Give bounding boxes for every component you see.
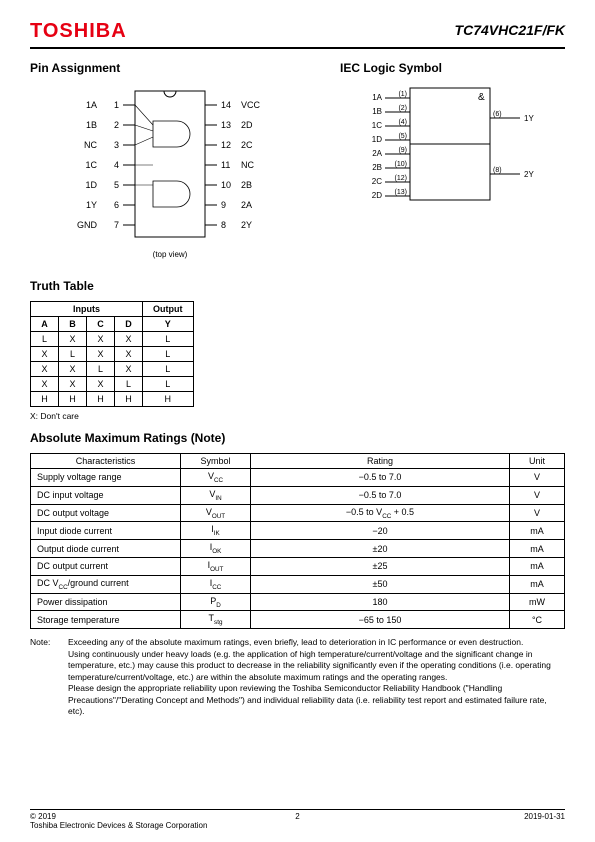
svg-text:(13): (13) bbox=[395, 189, 407, 196]
svg-text:11: 11 bbox=[221, 160, 230, 170]
svg-text:(9): (9) bbox=[398, 147, 407, 154]
pin-diagram: 1 1A 2 1B 3 NC 4 1C 5 1D 6 1Y 7 GND 14 VCC 13 2D 12 2C 11 NC 1… bbox=[65, 83, 275, 248]
svg-text:2Y: 2Y bbox=[241, 220, 252, 230]
svg-text:(6): (6) bbox=[493, 111, 502, 118]
svg-text:(1): (1) bbox=[398, 91, 407, 98]
svg-text:6: 6 bbox=[114, 200, 119, 210]
toshiba-logo: TOSHIBA bbox=[30, 20, 127, 43]
svg-text:1C: 1C bbox=[372, 121, 382, 130]
pin-assignment-title: Pin Assignment bbox=[30, 61, 310, 75]
svg-text:(8): (8) bbox=[493, 167, 502, 174]
svg-text:2A: 2A bbox=[372, 149, 382, 158]
iec-title: IEC Logic Symbol bbox=[340, 61, 570, 75]
svg-text:1Y: 1Y bbox=[524, 114, 534, 123]
svg-text:10: 10 bbox=[221, 180, 231, 190]
svg-text:2C: 2C bbox=[372, 177, 382, 186]
svg-text:2D: 2D bbox=[372, 191, 382, 200]
pin-assignment-section: Pin Assignment 1 1A 2 1B 3 NC 4 1C 5 1D 6 1Y 7 GND 14 V… bbox=[30, 61, 310, 259]
svg-text:(12): (12) bbox=[395, 175, 407, 182]
svg-text:1B: 1B bbox=[86, 120, 97, 130]
ratings-title: Absolute Maximum Ratings (Note) bbox=[30, 431, 565, 445]
footer-copyright: © 2019 Toshiba Electronic Devices & Stor… bbox=[30, 812, 207, 830]
svg-text:1B: 1B bbox=[372, 107, 382, 116]
svg-text:1D: 1D bbox=[372, 135, 382, 144]
page-footer: © 2019 Toshiba Electronic Devices & Stor… bbox=[30, 809, 565, 830]
svg-text:4: 4 bbox=[114, 160, 119, 170]
svg-text:VCC: VCC bbox=[241, 100, 261, 110]
svg-text:&: & bbox=[478, 92, 485, 103]
footer-date: 2019-01-31 bbox=[524, 812, 565, 830]
svg-text:2: 2 bbox=[114, 120, 119, 130]
svg-text:2C: 2C bbox=[241, 140, 253, 150]
note-text: Exceeding any of the absolute maximum ra… bbox=[68, 637, 565, 717]
truth-note: X: Don't care bbox=[30, 411, 565, 421]
svg-text:GND: GND bbox=[77, 220, 98, 230]
svg-text:2B: 2B bbox=[372, 163, 382, 172]
svg-text:2Y: 2Y bbox=[524, 170, 534, 179]
svg-text:NC: NC bbox=[241, 160, 254, 170]
svg-text:5: 5 bbox=[114, 180, 119, 190]
iec-section: IEC Logic Symbol & (1) 1A (2) 1B (4) 1C (5) 1D (9… bbox=[340, 61, 570, 259]
svg-text:2B: 2B bbox=[241, 180, 252, 190]
part-number: TC74VHC21F/FK bbox=[455, 22, 565, 38]
svg-text:1D: 1D bbox=[85, 180, 97, 190]
page-header: TOSHIBA TC74VHC21F/FK bbox=[30, 20, 565, 49]
svg-text:(5): (5) bbox=[398, 133, 407, 140]
svg-text:3: 3 bbox=[114, 140, 119, 150]
ratings-table: CharacteristicsSymbolRatingUnitSupply vo… bbox=[30, 453, 565, 629]
svg-text:2A: 2A bbox=[241, 200, 252, 210]
svg-text:1C: 1C bbox=[85, 160, 97, 170]
page-number: 2 bbox=[295, 812, 299, 821]
svg-text:14: 14 bbox=[221, 100, 231, 110]
svg-text:2D: 2D bbox=[241, 120, 253, 130]
svg-text:12: 12 bbox=[221, 140, 231, 150]
svg-text:(4): (4) bbox=[398, 119, 407, 126]
svg-text:1A: 1A bbox=[86, 100, 97, 110]
note-label: Note: bbox=[30, 637, 58, 717]
svg-text:8: 8 bbox=[221, 220, 226, 230]
iec-diagram: & (1) 1A (2) 1B (4) 1C (5) 1D (9) 2A (10) 2B (12) 2C (1… bbox=[340, 83, 570, 213]
svg-text:(2): (2) bbox=[398, 105, 407, 112]
svg-text:9: 9 bbox=[221, 200, 226, 210]
note-block: Note: Exceeding any of the absolute maxi… bbox=[30, 637, 565, 717]
svg-text:NC: NC bbox=[84, 140, 97, 150]
svg-text:7: 7 bbox=[114, 220, 119, 230]
truth-table: InputsOutputABCDYLXXXLXLXXLXXLXLXXXLLHHH… bbox=[30, 301, 194, 407]
svg-text:(10): (10) bbox=[395, 161, 407, 168]
diagrams-row: Pin Assignment 1 1A 2 1B 3 NC 4 1C 5 1D 6 1Y 7 GND 14 V… bbox=[30, 61, 565, 259]
svg-text:13: 13 bbox=[221, 120, 231, 130]
svg-text:1Y: 1Y bbox=[86, 200, 97, 210]
svg-text:1: 1 bbox=[114, 100, 119, 110]
top-view-label: (top view) bbox=[30, 250, 310, 259]
svg-text:1A: 1A bbox=[372, 93, 382, 102]
truth-title: Truth Table bbox=[30, 279, 565, 293]
